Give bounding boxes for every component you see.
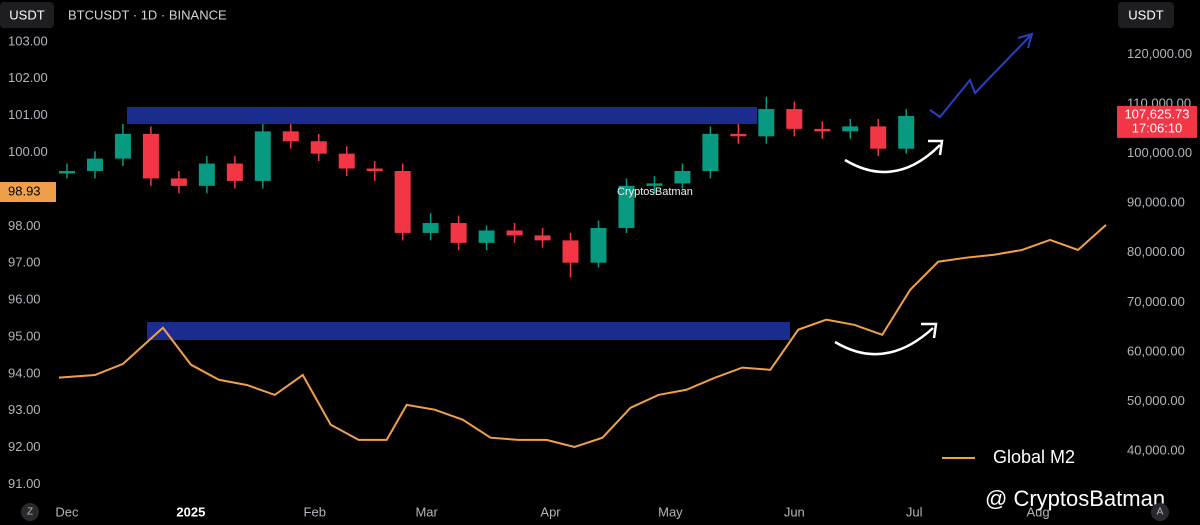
candle-body (338, 153, 355, 169)
y2-tick-label: 50,000.00 (1127, 393, 1185, 408)
last-price: 107,625.73 (1124, 106, 1189, 121)
x-tick-label: Jun (784, 504, 805, 519)
m2-box (0, 182, 56, 203)
candle-body (786, 109, 803, 129)
watermark: CryptosBatman (617, 186, 693, 198)
candle-body (142, 133, 159, 179)
candle-body (86, 158, 103, 171)
candle-body (394, 171, 411, 233)
candle-body (870, 126, 887, 149)
button-label[interactable]: A (1157, 507, 1164, 518)
x-tick-label: Feb (304, 504, 326, 519)
price-box (1117, 105, 1197, 138)
candle-body (702, 133, 719, 171)
y-tick-label: 95.00 (8, 328, 41, 343)
y2-tick-label: 60,000.00 (1127, 343, 1185, 358)
y-tick-label: 103.00 (8, 33, 48, 48)
candle-body (422, 223, 439, 233)
y-tick-label: 102.00 (8, 70, 48, 85)
arrow (844, 139, 944, 174)
resistance-zone (147, 322, 790, 340)
x-tick-label: Dec (55, 504, 79, 519)
candle-body (170, 178, 187, 186)
candle-body (506, 230, 523, 236)
y2-unit: USDT (1128, 7, 1163, 22)
candle-body (226, 163, 243, 181)
candle-body (366, 168, 383, 171)
candle-body (310, 141, 327, 154)
projection (929, 32, 1034, 119)
y-tick-label: 100.00 (8, 144, 48, 159)
y-tick-label: 98.00 (8, 218, 41, 233)
y2-tick-label: 40,000.00 (1127, 442, 1185, 457)
y2-tick-label: 70,000.00 (1127, 294, 1185, 309)
candle-body (646, 183, 663, 186)
y2-tick-label: 80,000.00 (1127, 244, 1185, 259)
candle-body (674, 171, 691, 184)
y-tick-label: 92.00 (8, 439, 41, 454)
m2-line (58, 224, 1107, 448)
x-tick-label: Jul (906, 504, 923, 519)
legend-label: Global M2 (993, 447, 1075, 467)
candle-body (534, 235, 551, 241)
x-tick-label: Mar (415, 504, 438, 519)
unit-box (1118, 2, 1174, 28)
candle-body (114, 133, 131, 159)
candle-body (282, 131, 299, 142)
y-tick-label: 94.00 (8, 365, 41, 380)
y-tick-label: 93.00 (8, 402, 41, 417)
candle-body (758, 109, 775, 137)
candle-body (450, 223, 467, 243)
button[interactable] (1151, 503, 1169, 521)
y-tick-label: 91.00 (8, 476, 41, 491)
candle-body (814, 128, 831, 132)
x-tick-label: May (658, 504, 683, 519)
candle-body (562, 240, 579, 263)
button[interactable] (21, 503, 39, 521)
candle-body (254, 131, 271, 181)
candle-body (198, 163, 215, 186)
button-label[interactable]: Z (27, 507, 33, 518)
candle-body (590, 227, 607, 263)
chart-title: BTCUSDT · 1D · BINANCE (68, 7, 227, 22)
countdown: 17:06:10 (1132, 120, 1183, 135)
candle-body (730, 133, 747, 137)
y2-tick-label: 100,000.00 (1127, 145, 1192, 160)
y2-tick-label: 120,000.00 (1127, 46, 1192, 61)
candle-body (842, 126, 859, 132)
candle-body (478, 230, 495, 243)
credit: @ CryptosBatman (985, 486, 1165, 511)
candle-body (618, 185, 635, 228)
candle-body (58, 171, 75, 174)
y-tick-label: 97.00 (8, 255, 41, 270)
m2-marker: 98.93 (8, 183, 41, 198)
x-tick-label: Aug (1026, 504, 1049, 519)
y-tick-label: 101.00 (8, 107, 48, 122)
y-unit: USDT (9, 7, 44, 22)
x-tick-label: Apr (540, 504, 561, 519)
y2-tick-label: 90,000.00 (1127, 195, 1185, 210)
y-tick-label: 96.00 (8, 292, 41, 307)
x-tick-label: 2025 (176, 504, 205, 519)
unit-box (0, 2, 54, 28)
candle-body (898, 115, 915, 149)
resistance-zone (127, 107, 757, 124)
arrow (834, 322, 938, 356)
